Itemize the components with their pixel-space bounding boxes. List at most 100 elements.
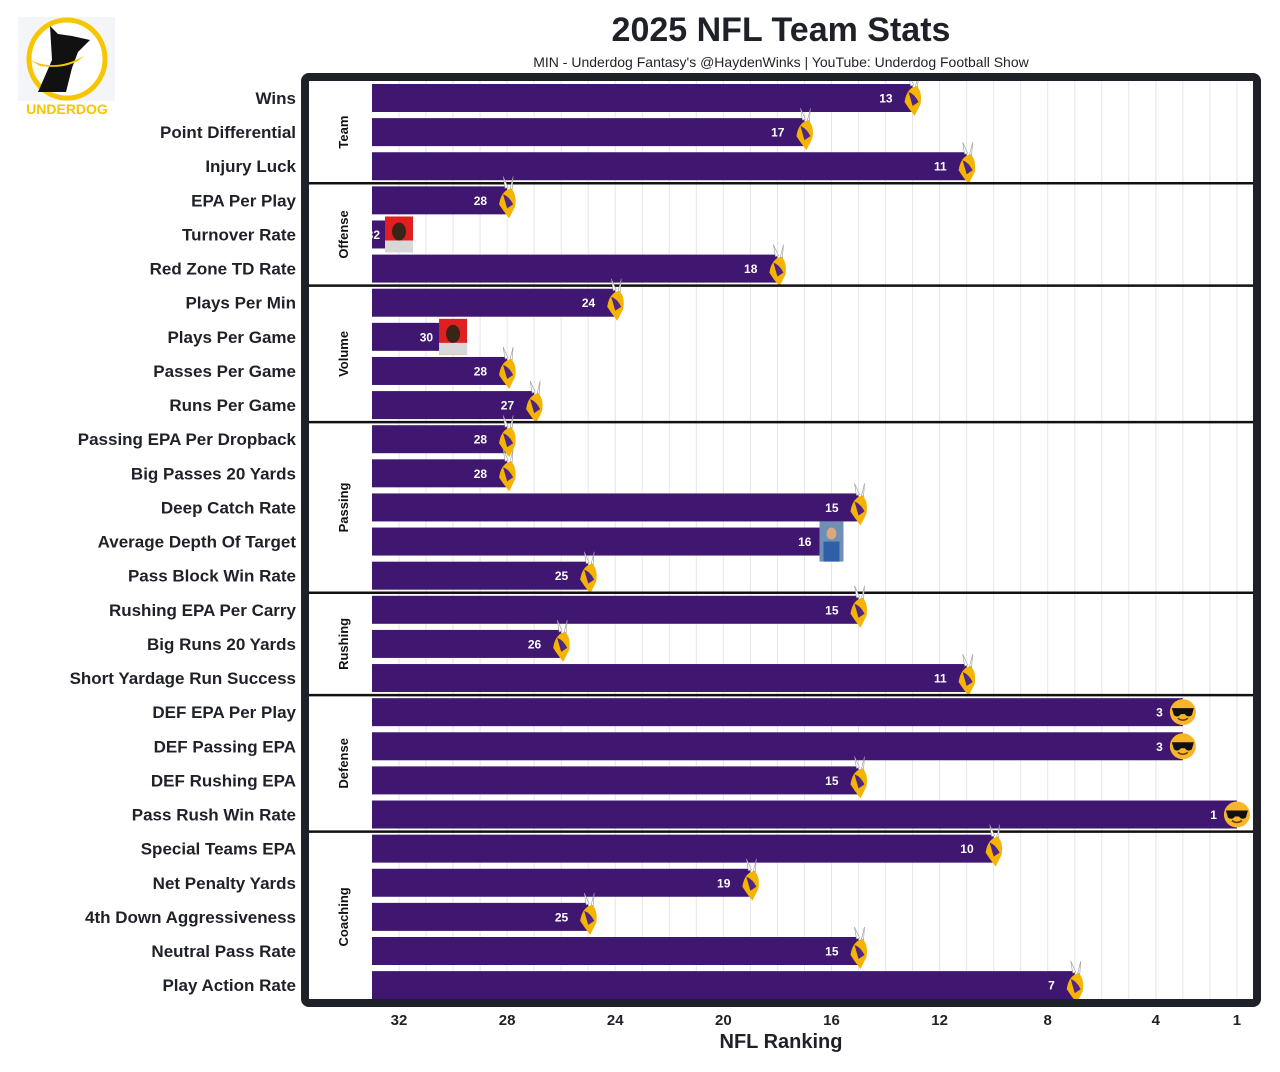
bar-row: Passing EPA Per Dropback 28	[78, 415, 516, 458]
group-label: Coaching	[336, 887, 351, 946]
bar-row: Pass Rush Win Rate 1	[132, 800, 1250, 829]
vikings-helmet-icon	[958, 142, 976, 185]
bar	[372, 971, 1075, 1000]
vikings-helmet-icon	[526, 380, 543, 424]
vikings-helmet-icon	[850, 585, 868, 628]
x-axis-ticks: 32 28 24 20 16 12 8 4 1	[391, 1012, 1241, 1029]
bar	[372, 868, 751, 897]
row-label: Wins	[256, 89, 296, 108]
value-label: 24	[582, 296, 596, 310]
row-label: Plays Per Game	[167, 328, 296, 347]
row-label: Deep Catch Rate	[161, 498, 296, 517]
x-tick-label: 4	[1152, 1012, 1161, 1029]
value-label: 30	[420, 330, 434, 344]
value-label: 10	[960, 842, 974, 856]
row-label: Average Depth Of Target	[98, 533, 297, 552]
vikings-helmet-icon	[499, 415, 516, 458]
row-label: Big Passes 20 Yards	[131, 464, 296, 483]
bar	[372, 152, 967, 181]
row-label: Play Action Rate	[162, 976, 296, 995]
x-tick-label: 24	[607, 1012, 624, 1029]
row-label: Plays Per Min	[185, 294, 296, 313]
bar-row: DEF EPA Per Play 3	[152, 698, 1196, 727]
bar-row: Turnover Rate 32	[182, 216, 413, 253]
bar	[372, 186, 508, 215]
x-tick-label: 8	[1044, 1012, 1052, 1029]
bar-row: Deep Catch Rate 15	[161, 483, 868, 526]
vikings-helmet-icon	[985, 824, 1003, 867]
value-label: 11	[934, 160, 947, 174]
row-label: Short Yardage Run Success	[70, 669, 296, 688]
crying-face-icon	[439, 318, 468, 355]
vikings-helmet-icon	[1066, 960, 1084, 1004]
bar	[372, 527, 832, 556]
vikings-helmet-icon	[580, 892, 597, 935]
chart-title: 2025 NFL Team Stats	[612, 11, 951, 49]
group-label: Passing	[336, 482, 351, 532]
vikings-helmet-icon	[580, 551, 597, 594]
vikings-helmet-icon	[553, 619, 570, 662]
value-label: 16	[798, 535, 812, 549]
vikings-helmet-icon	[958, 653, 976, 697]
value-label: 17	[771, 126, 785, 140]
bar	[372, 834, 994, 863]
bar	[372, 84, 913, 112]
row-label: Passing EPA Per Dropback	[78, 430, 297, 449]
underdog-logo: UNDERDOG	[18, 17, 115, 117]
bar	[372, 664, 967, 693]
value-label: 18	[744, 262, 758, 276]
panel-frame	[301, 73, 1261, 1007]
group-label: Volume	[336, 331, 351, 377]
vikings-helmet-icon	[850, 483, 868, 526]
bar	[372, 732, 1183, 761]
row-label: Big Runs 20 Yards	[147, 635, 296, 654]
value-label: 15	[825, 603, 839, 617]
bar-row: Red Zone TD Rate 18	[150, 244, 786, 287]
chart-rows: Wins 13 Point Differential 17 Injury Luck 11 T…	[70, 73, 1257, 1004]
vikings-helmet-icon	[742, 858, 759, 901]
bar-row: Big Passes 20 Yards 28	[131, 449, 516, 492]
row-label: Injury Luck	[205, 157, 296, 176]
row-label: Red Zone TD Rate	[150, 260, 296, 279]
bar	[372, 902, 589, 931]
row-label: DEF EPA Per Play	[152, 703, 296, 722]
row-label: Neutral Pass Rate	[151, 942, 296, 961]
bar-row: Neutral Pass Rate 15	[151, 926, 868, 969]
bar-row: Play Action Rate 7	[162, 960, 1084, 1004]
group-label: Offense	[336, 210, 351, 258]
group-label: Rushing	[336, 618, 351, 670]
row-label: Special Teams EPA	[141, 840, 296, 859]
row-label: Rushing EPA Per Carry	[109, 601, 297, 620]
value-label: 26	[528, 637, 542, 651]
bar-row: Average Depth Of Target 16	[98, 521, 844, 562]
bar-row: Injury Luck 11	[205, 142, 976, 185]
value-label: 28	[474, 467, 488, 481]
bar-row: Wins 13	[256, 73, 922, 116]
bar-row: Plays Per Min 24	[185, 278, 624, 321]
bar-row: Pass Block Win Rate 25	[128, 551, 597, 594]
row-label: EPA Per Play	[191, 191, 296, 210]
group-label: Team	[336, 116, 351, 149]
vikings-helmet-icon	[850, 926, 868, 969]
x-tick-label: 1	[1233, 1012, 1241, 1029]
value-label: 32	[367, 228, 381, 242]
row-label: Turnover Rate	[182, 225, 296, 244]
value-label: 15	[825, 774, 839, 788]
row-label: DEF Rushing EPA	[151, 771, 296, 790]
value-label: 3	[1156, 740, 1163, 754]
x-tick-label: 32	[391, 1012, 408, 1029]
x-axis-label: NFL Ranking	[720, 1031, 843, 1053]
bar-row: DEF Passing EPA 3	[154, 732, 1196, 761]
row-label: Point Differential	[160, 123, 296, 142]
sunglasses-emoji-icon	[1169, 699, 1196, 726]
x-tick-label: 20	[715, 1012, 732, 1029]
value-label: 25	[555, 910, 569, 924]
row-label: Pass Rush Win Rate	[132, 806, 296, 825]
bar	[372, 459, 508, 488]
bar-row: Special Teams EPA 10	[141, 824, 1003, 867]
bar	[372, 766, 859, 795]
bar	[372, 425, 508, 454]
vikings-helmet-icon	[796, 107, 813, 151]
bar-row: Net Penalty Yards 19	[153, 858, 759, 901]
value-label: 15	[825, 945, 839, 959]
